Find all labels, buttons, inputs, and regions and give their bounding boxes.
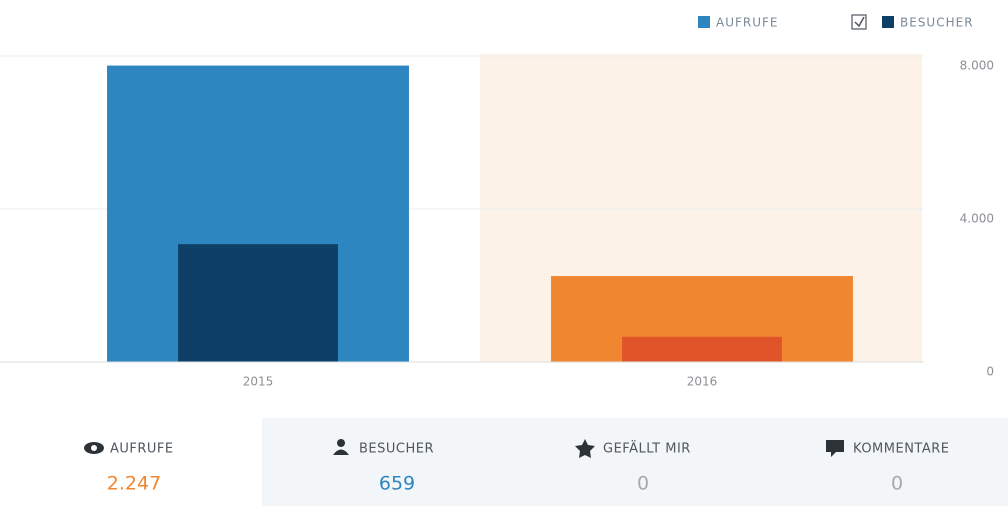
summary-bg	[262, 418, 1008, 506]
person-icon	[333, 449, 349, 455]
x-tick-label: 2015	[243, 375, 274, 389]
eye-icon	[91, 445, 97, 451]
summary-bg	[0, 418, 262, 506]
y-tick-label: 4.000	[960, 212, 994, 226]
y-tick-label: 0	[986, 365, 994, 379]
legend-label: BESUCHER	[900, 16, 974, 30]
star-icon	[575, 439, 595, 458]
legend-swatch	[882, 16, 894, 28]
y-tick-label: 8.000	[960, 59, 994, 73]
person-icon	[337, 439, 345, 447]
summary-value: 659	[379, 473, 415, 495]
comment-icon	[826, 440, 844, 457]
legend-swatch	[698, 16, 710, 28]
summary-label: AUFRUFE	[110, 442, 174, 457]
summary-label: GEFÄLLT MIR	[603, 441, 691, 457]
summary-label: BESUCHER	[359, 442, 434, 457]
summary-value: 0	[637, 473, 649, 495]
legend-label: AUFRUFE	[716, 16, 779, 30]
summary-value: 2.247	[107, 473, 161, 495]
summary-label: KOMMENTARE	[853, 442, 950, 457]
x-tick-label: 2016	[687, 375, 718, 389]
bar	[622, 336, 782, 362]
summary-value: 0	[891, 473, 903, 495]
bar	[178, 244, 338, 362]
legend-checkbox-check	[854, 16, 865, 28]
icons	[84, 439, 844, 458]
